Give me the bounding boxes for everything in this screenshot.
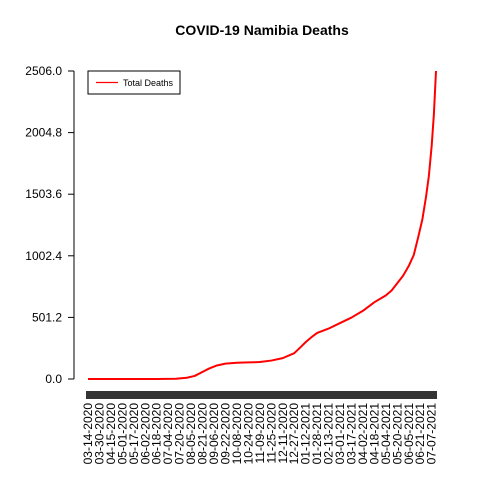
- x-tick-label: 02-13-2021: [322, 403, 336, 465]
- x-tick-label: 06-02-2020: [138, 403, 152, 465]
- x-tick-label: 04-15-2020: [104, 403, 118, 465]
- x-tick-label: 06-21-2021: [413, 403, 427, 465]
- x-tick-label: 04-18-2021: [367, 403, 381, 465]
- x-tick-label: 03-17-2021: [345, 403, 359, 465]
- x-tick-label: 03-01-2021: [333, 403, 347, 465]
- x-tick-label: 12-11-2020: [276, 403, 290, 464]
- y-tick-label: 0.0: [45, 372, 62, 386]
- x-tick-label: 05-04-2021: [379, 403, 393, 465]
- x-tick-label: 07-04-2020: [161, 403, 175, 465]
- y-tick-label: 2506.0: [25, 64, 62, 78]
- series-layer: [88, 70, 437, 380]
- x-axis-tick-bar: [86, 391, 437, 399]
- x-tick-label: 03-14-2020: [81, 403, 95, 465]
- x-tick-label: 05-01-2020: [115, 403, 129, 465]
- chart-title: COVID-19 Namibia Deaths: [175, 22, 349, 38]
- x-tick-label: 07-20-2020: [173, 403, 187, 465]
- y-tick-label: 1503.6: [25, 187, 62, 201]
- x-tick-label: 08-21-2020: [196, 403, 210, 465]
- x-tick-label: 08-05-2020: [184, 403, 198, 465]
- x-tick-label: 06-05-2021: [402, 403, 416, 465]
- x-tick-label: 11-09-2020: [253, 403, 267, 464]
- x-tick-label: 09-22-2020: [218, 403, 232, 465]
- y-tick-label: 2004.8: [25, 126, 62, 140]
- y-tick-label: 1002.4: [25, 249, 62, 263]
- y-axis: 0.0 501.2 1002.4 1503.6 2004.8 2506.0: [25, 64, 75, 386]
- legend-box: [87, 70, 181, 95]
- x-tick-label: 04-02-2021: [356, 403, 370, 465]
- x-tick-label: 10-08-2020: [230, 403, 244, 465]
- legend-label-total-deaths: Total Deaths: [123, 78, 174, 88]
- x-tick-label: 07-07-2021: [425, 403, 439, 465]
- x-tick-label: 05-17-2020: [127, 403, 141, 465]
- x-tick-label: 01-12-2021: [299, 403, 313, 465]
- y-tick-label: 501.2: [32, 310, 62, 324]
- x-axis: 03-14-202003-30-202004-15-202005-01-2020…: [81, 403, 439, 465]
- x-tick-label: 05-20-2021: [390, 403, 404, 465]
- x-tick-label: 10-24-2020: [241, 403, 255, 465]
- x-tick-label: 12-27-2020: [287, 403, 301, 465]
- x-tick-label: 09-06-2020: [207, 403, 221, 465]
- x-tick-label: 01-28-2021: [310, 403, 324, 465]
- series-line-total-deaths: [88, 70, 437, 380]
- x-tick-label: 06-18-2020: [150, 403, 164, 465]
- x-tick-label: 11-25-2020: [264, 403, 278, 464]
- legend: Total Deaths: [87, 70, 181, 95]
- x-tick-label: 03-30-2020: [92, 403, 106, 465]
